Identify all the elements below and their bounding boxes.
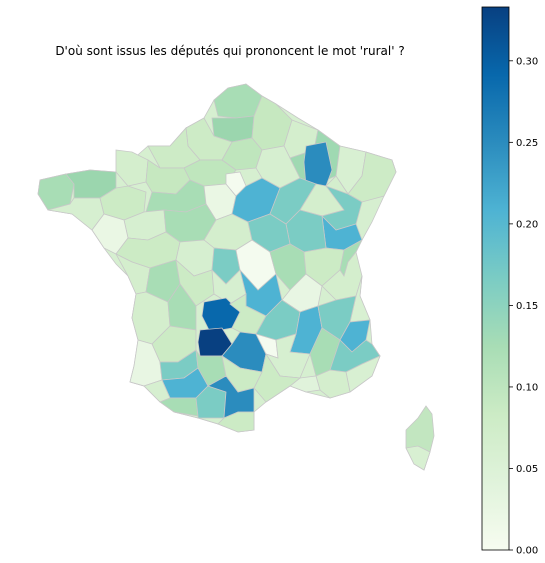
colorbar-tick-label: 0.20 [516,219,538,230]
colorbar-tick-label: 0.25 [516,138,538,149]
dept-charente [167,283,197,331]
colorbar-tick-label: 0.30 [516,56,538,67]
colorbar-tick-label: 0.00 [516,546,538,557]
colorbar-gradient [481,6,510,551]
corsica-south [405,445,431,471]
colorbar-ticks: 0.00 0.05 0.10 0.15 0.20 0.25 0.30 [509,56,538,557]
dept-gard [253,352,302,403]
colorbar-tick-label: 0.05 [516,464,538,475]
map-title: D'où sont issus les députés qui prononce… [55,44,405,58]
dept-haut-rhin [347,151,397,203]
dept-pyrenees [173,411,219,425]
dept-alpes-maritimes [345,355,381,393]
colorbar-tick-label: 0.10 [516,382,538,393]
colorbar-tick-label: 0.15 [516,301,538,312]
